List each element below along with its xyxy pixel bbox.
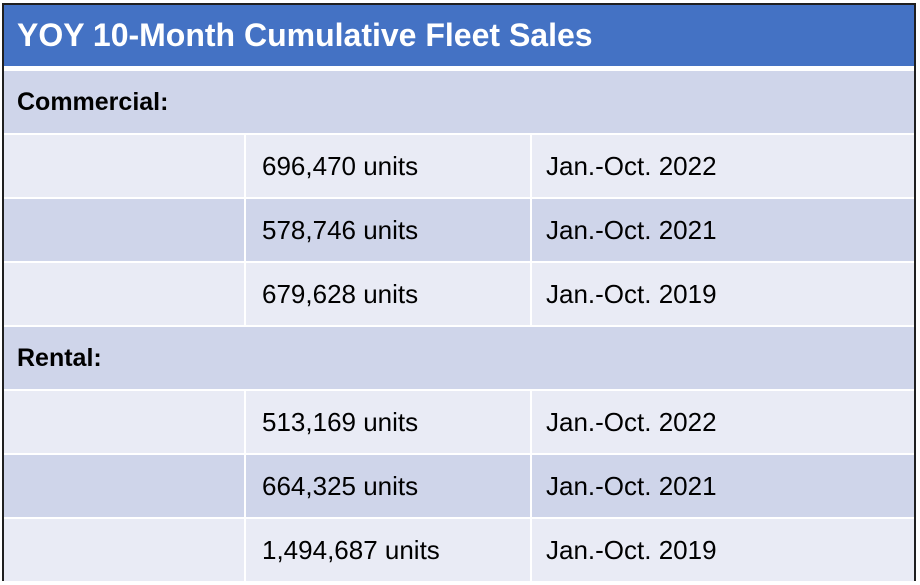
units-cell: 679,628 units <box>246 263 532 325</box>
period-cell: Jan.-Oct. 2022 <box>546 150 717 181</box>
table-row: 578,746 units Jan.-Oct. 2021 <box>4 197 914 261</box>
section-header-rental: Rental: <box>4 325 914 389</box>
empty-cell <box>4 199 246 261</box>
period-cell: Jan.-Oct. 2019 <box>546 534 717 565</box>
period-cell: Jan.-Oct. 2022 <box>546 406 717 437</box>
empty-cell <box>4 455 246 517</box>
empty-cell <box>4 263 246 325</box>
period-cell: Jan.-Oct. 2021 <box>546 214 717 245</box>
table-row: 696,470 units Jan.-Oct. 2022 <box>4 133 914 197</box>
units-cell: 664,325 units <box>246 455 532 517</box>
section-header-commercial: Commercial: <box>4 69 914 133</box>
table-row: 1,494,687 units Jan.-Oct. 2019 <box>4 517 914 581</box>
fleet-sales-table: YOY 10-Month Cumulative Fleet Sales Comm… <box>2 3 916 581</box>
empty-cell <box>4 135 246 197</box>
period-cell: Jan.-Oct. 2019 <box>546 278 717 309</box>
table-row: 664,325 units Jan.-Oct. 2021 <box>4 453 914 517</box>
table-title: YOY 10-Month Cumulative Fleet Sales <box>4 5 914 69</box>
units-cell: 578,746 units <box>246 199 532 261</box>
units-cell: 513,169 units <box>246 391 532 453</box>
period-cell: Jan.-Oct. 2021 <box>546 470 717 501</box>
empty-cell <box>4 519 246 581</box>
units-cell: 696,470 units <box>246 135 532 197</box>
units-cell: 1,494,687 units <box>246 519 532 581</box>
table-row: 513,169 units Jan.-Oct. 2022 <box>4 389 914 453</box>
empty-cell <box>4 391 246 453</box>
table-row: 679,628 units Jan.-Oct. 2019 <box>4 261 914 325</box>
